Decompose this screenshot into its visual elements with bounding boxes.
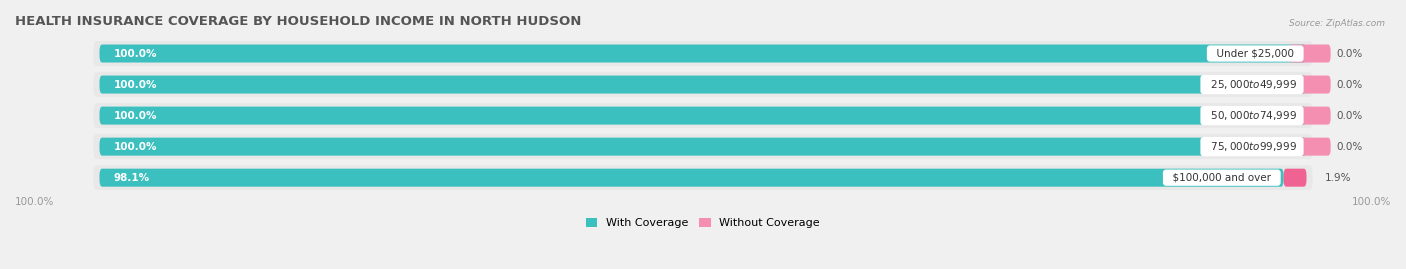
- FancyBboxPatch shape: [1288, 44, 1330, 62]
- Text: 0.0%: 0.0%: [1337, 142, 1362, 152]
- FancyBboxPatch shape: [1288, 107, 1330, 125]
- FancyBboxPatch shape: [1288, 76, 1330, 94]
- FancyBboxPatch shape: [93, 134, 1313, 159]
- Text: HEALTH INSURANCE COVERAGE BY HOUSEHOLD INCOME IN NORTH HUDSON: HEALTH INSURANCE COVERAGE BY HOUSEHOLD I…: [15, 15, 581, 28]
- FancyBboxPatch shape: [100, 169, 1284, 187]
- Text: $50,000 to $74,999: $50,000 to $74,999: [1204, 109, 1301, 122]
- FancyBboxPatch shape: [93, 103, 1313, 128]
- Text: 100.0%: 100.0%: [114, 111, 157, 121]
- FancyBboxPatch shape: [100, 76, 1306, 94]
- Text: 0.0%: 0.0%: [1337, 111, 1362, 121]
- FancyBboxPatch shape: [100, 138, 1306, 156]
- Text: 100.0%: 100.0%: [1351, 197, 1391, 207]
- Text: 1.9%: 1.9%: [1324, 173, 1351, 183]
- Text: Source: ZipAtlas.com: Source: ZipAtlas.com: [1289, 19, 1385, 28]
- Text: 98.1%: 98.1%: [114, 173, 150, 183]
- FancyBboxPatch shape: [100, 107, 1306, 125]
- Text: 100.0%: 100.0%: [114, 80, 157, 90]
- FancyBboxPatch shape: [100, 44, 1306, 62]
- Text: 100.0%: 100.0%: [114, 142, 157, 152]
- FancyBboxPatch shape: [93, 72, 1313, 97]
- Text: 0.0%: 0.0%: [1337, 80, 1362, 90]
- Text: 100.0%: 100.0%: [114, 48, 157, 59]
- Legend: With Coverage, Without Coverage: With Coverage, Without Coverage: [586, 218, 820, 228]
- Text: $100,000 and over: $100,000 and over: [1166, 173, 1278, 183]
- FancyBboxPatch shape: [1288, 138, 1330, 156]
- FancyBboxPatch shape: [93, 41, 1313, 66]
- FancyBboxPatch shape: [93, 165, 1313, 190]
- Text: 100.0%: 100.0%: [15, 197, 55, 207]
- FancyBboxPatch shape: [1284, 169, 1306, 187]
- Text: $25,000 to $49,999: $25,000 to $49,999: [1204, 78, 1301, 91]
- Text: 0.0%: 0.0%: [1337, 48, 1362, 59]
- Text: $75,000 to $99,999: $75,000 to $99,999: [1204, 140, 1301, 153]
- Text: Under $25,000: Under $25,000: [1211, 48, 1301, 59]
